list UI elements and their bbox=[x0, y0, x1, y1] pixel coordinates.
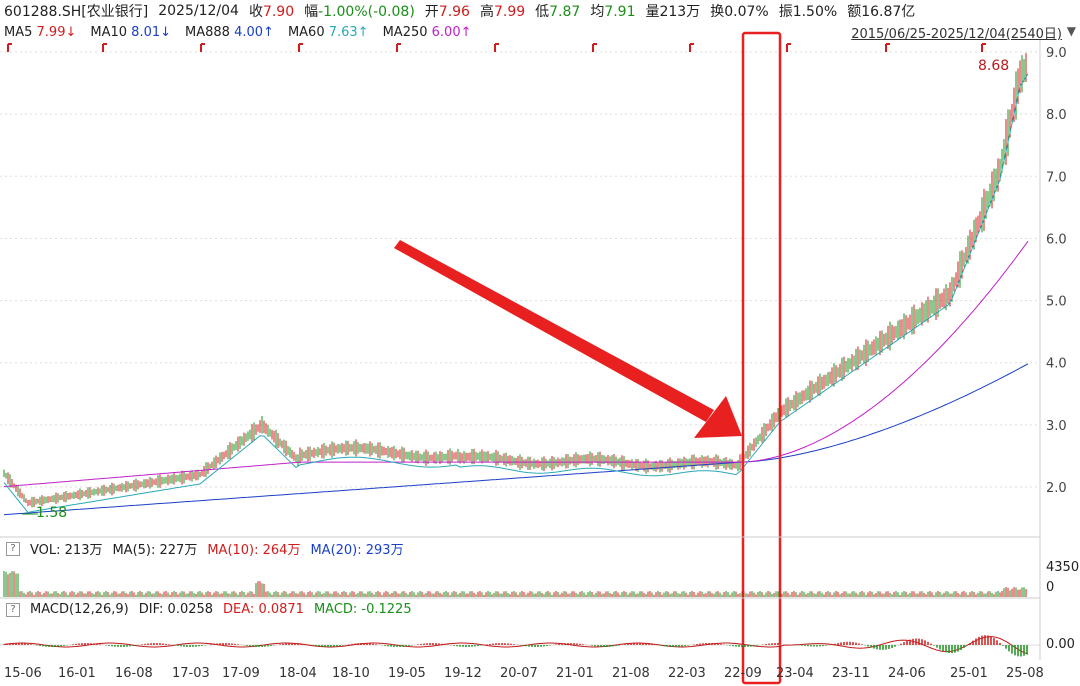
low-annotation: 1.58 bbox=[36, 505, 67, 521]
x-tick: 23-11 bbox=[832, 666, 870, 681]
help-icon[interactable]: ? bbox=[6, 541, 20, 556]
avg-price: 均7.91 bbox=[590, 4, 636, 20]
price-tick: 7.0 bbox=[1046, 170, 1067, 185]
volume: 量213万 bbox=[645, 4, 701, 20]
x-tick: 15-06 bbox=[4, 666, 42, 681]
quote-date: 2025/12/04 bbox=[158, 3, 239, 19]
x-tick: 21-01 bbox=[556, 666, 594, 681]
ma250-line bbox=[3, 240, 1029, 488]
change-percent: 幅-1.00%(-0.08) bbox=[304, 4, 415, 20]
x-tick: 23-04 bbox=[776, 666, 814, 681]
x-tick: 24-06 bbox=[888, 666, 926, 681]
ma888-line bbox=[3, 363, 1029, 516]
ma60-line bbox=[3, 73, 1029, 514]
stock-symbol[interactable]: 601288.SH[农业银行] bbox=[4, 4, 149, 20]
x-tick: 22-09 bbox=[724, 666, 762, 681]
price-tick: 5.0 bbox=[1046, 295, 1067, 310]
amount: 额16.87亿 bbox=[847, 4, 916, 20]
price-tick: 6.0 bbox=[1046, 232, 1067, 247]
ma10-legend[interactable]: MA10 8.01↓ bbox=[90, 24, 172, 40]
x-tick: 21-08 bbox=[612, 666, 650, 681]
volume-axis-zero: 0 bbox=[1046, 580, 1055, 595]
price-tick: 3.0 bbox=[1046, 419, 1067, 434]
x-tick: 22-03 bbox=[668, 666, 706, 681]
x-axis: 15-06 16-01 16-08 17-03 17-09 18-04 18-10 19-05… bbox=[0, 660, 1080, 686]
turnover: 换0.07% bbox=[710, 4, 769, 20]
x-tick: 17-09 bbox=[222, 666, 260, 681]
ma250-legend[interactable]: MA250 6.00↑ bbox=[382, 24, 472, 40]
low-price: 低7.87 bbox=[535, 4, 581, 20]
ma5-legend[interactable]: MA5 7.99↓ bbox=[4, 24, 77, 40]
volume-axis-top: 4350 bbox=[1046, 560, 1080, 575]
x-tick: 18-10 bbox=[332, 666, 370, 681]
ma888-legend[interactable]: MA888 4.00↑ bbox=[185, 24, 274, 40]
amplitude: 振1.50% bbox=[778, 4, 838, 20]
chevron-down-icon[interactable]: ▼ bbox=[1066, 24, 1076, 38]
arrow-annotation bbox=[394, 240, 742, 438]
close-price: 收7.90 bbox=[248, 4, 295, 20]
x-tick: 16-01 bbox=[58, 666, 96, 681]
highlight-box bbox=[741, 31, 782, 685]
volume-panel-label: ? VOL: 213万 MA(5): 227万 MA(10): 264万 MA(… bbox=[6, 539, 404, 558]
x-tick: 16-08 bbox=[115, 666, 153, 681]
ma-legend: MA5 7.99↓ MA10 8.01↓ MA888 4.00↑ MA60 7.… bbox=[0, 22, 1080, 42]
price-tick: 9.0 bbox=[1046, 46, 1067, 61]
x-tick: 20-07 bbox=[500, 666, 538, 681]
macd-dea-line bbox=[3, 636, 1029, 655]
high-price: 高7.99 bbox=[479, 4, 526, 20]
x-tick: 19-12 bbox=[444, 666, 482, 681]
quote-header: 601288.SH[农业银行] 2025/12/04 收7.90 幅-1.00%… bbox=[0, 0, 1080, 22]
date-range[interactable]: 2015/06/25-2025/12/04(2540日) bbox=[851, 27, 1062, 42]
macd-panel-label: ? MACD(12,26,9) DIF: 0.0258 DEA: 0.0871 … bbox=[6, 602, 412, 617]
x-tick: 18-04 bbox=[279, 666, 317, 681]
x-tick: 25-01 bbox=[950, 666, 988, 681]
help-icon[interactable]: ? bbox=[6, 602, 20, 617]
ma60-legend[interactable]: MA60 7.63↑ bbox=[287, 24, 369, 40]
x-tick: 17-03 bbox=[172, 666, 210, 681]
macd-axis-zero: 0.00 bbox=[1046, 637, 1075, 652]
price-tick: 2.0 bbox=[1046, 481, 1067, 496]
price-tick: 4.0 bbox=[1046, 357, 1067, 372]
open-price: 开7.96 bbox=[424, 4, 470, 20]
x-tick: 25-08 bbox=[1006, 666, 1044, 681]
high-annotation: 8.68 bbox=[978, 58, 1009, 74]
price-tick: 8.0 bbox=[1046, 108, 1067, 123]
x-tick: 19-05 bbox=[388, 666, 426, 681]
